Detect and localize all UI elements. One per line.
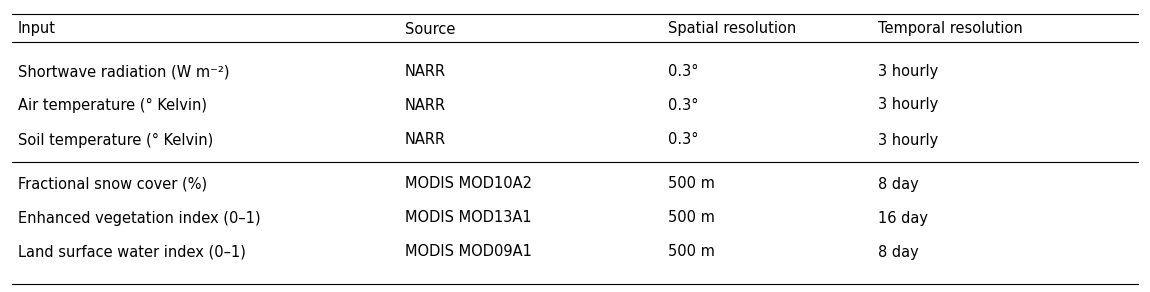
Text: Air temperature (° Kelvin): Air temperature (° Kelvin) bbox=[18, 98, 207, 112]
Text: 500 m: 500 m bbox=[668, 244, 715, 260]
Text: Shortwave radiation (W m⁻²): Shortwave radiation (W m⁻²) bbox=[18, 65, 230, 79]
Text: Input: Input bbox=[18, 22, 56, 36]
Text: MODIS MOD10A2: MODIS MOD10A2 bbox=[405, 176, 532, 192]
Text: 500 m: 500 m bbox=[668, 211, 715, 225]
Text: Land surface water index (0–1): Land surface water index (0–1) bbox=[18, 244, 246, 260]
Text: NARR: NARR bbox=[405, 98, 446, 112]
Text: 3 hourly: 3 hourly bbox=[877, 65, 938, 79]
Text: 500 m: 500 m bbox=[668, 176, 715, 192]
Text: Fractional snow cover (%): Fractional snow cover (%) bbox=[18, 176, 207, 192]
Text: 0.3°: 0.3° bbox=[668, 65, 698, 79]
Text: 0.3°: 0.3° bbox=[668, 133, 698, 147]
Text: Temporal resolution: Temporal resolution bbox=[877, 22, 1022, 36]
Text: 3 hourly: 3 hourly bbox=[877, 98, 938, 112]
Text: 8 day: 8 day bbox=[877, 244, 919, 260]
Text: 16 day: 16 day bbox=[877, 211, 928, 225]
Text: Enhanced vegetation index (0–1): Enhanced vegetation index (0–1) bbox=[18, 211, 261, 225]
Text: NARR: NARR bbox=[405, 65, 446, 79]
Text: MODIS MOD13A1: MODIS MOD13A1 bbox=[405, 211, 531, 225]
Text: 0.3°: 0.3° bbox=[668, 98, 698, 112]
Text: Spatial resolution: Spatial resolution bbox=[668, 22, 796, 36]
Text: MODIS MOD09A1: MODIS MOD09A1 bbox=[405, 244, 531, 260]
Text: 8 day: 8 day bbox=[877, 176, 919, 192]
Text: Soil temperature (° Kelvin): Soil temperature (° Kelvin) bbox=[18, 133, 213, 147]
Text: NARR: NARR bbox=[405, 133, 446, 147]
Text: 3 hourly: 3 hourly bbox=[877, 133, 938, 147]
Text: Source: Source bbox=[405, 22, 455, 36]
